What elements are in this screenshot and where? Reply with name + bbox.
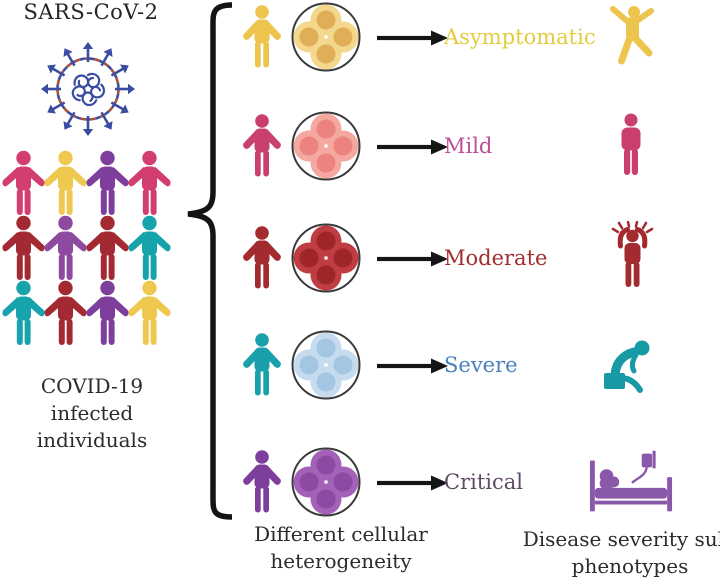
- severity-label: Asymptomatic: [444, 25, 596, 49]
- caption-cellular-heterogeneity: Different cellular heterogeneity: [254, 522, 428, 573]
- person-icon: [243, 5, 281, 68]
- arrow-icon: [377, 139, 448, 155]
- arrow-icon: [377, 475, 448, 491]
- coronavirus-icon: [26, 30, 150, 148]
- person-icon: [128, 280, 171, 345]
- person-icon: [243, 333, 281, 396]
- person-icon: [44, 280, 87, 345]
- person-headache-icon: [588, 206, 674, 310]
- cell-cluster-icon: [291, 223, 361, 293]
- crowd-caption: COVID-19 infected individuals: [36, 374, 148, 452]
- person-icon: [2, 215, 45, 280]
- person-sitting-fatigued-icon: [588, 313, 674, 417]
- crowd-row: [2, 215, 171, 280]
- cell-cluster-icon: [291, 111, 361, 181]
- arrow-icon: [377, 358, 448, 374]
- severity-label: Mild: [444, 134, 493, 158]
- severity-label: Moderate: [444, 246, 548, 270]
- person-standing-icon: [588, 94, 674, 198]
- person-icon: [86, 150, 129, 215]
- severity-row-critical: Critical: [238, 430, 720, 534]
- arrow-icon: [377, 30, 448, 46]
- arrow-icon: [377, 251, 448, 267]
- curly-brace: [176, 0, 238, 528]
- person-icon: [44, 150, 87, 215]
- cell-cluster-icon: [291, 330, 361, 400]
- person-icon: [128, 150, 171, 215]
- severity-label: Critical: [444, 470, 523, 494]
- person-icon: [44, 215, 87, 280]
- crowd-row: [2, 280, 171, 345]
- person-jumping-icon: [588, 0, 674, 89]
- person-icon: [243, 226, 281, 289]
- severity-row-moderate: Moderate: [238, 206, 720, 310]
- person-icon: [2, 280, 45, 345]
- person-icon: [2, 150, 45, 215]
- person-icon: [128, 215, 171, 280]
- cell-cluster-icon: [291, 2, 361, 72]
- severity-label: Severe: [444, 353, 518, 377]
- crowd-row: [2, 150, 171, 215]
- person-icon: [243, 114, 281, 177]
- severity-row-severe: Severe: [238, 313, 720, 417]
- virus-title: SARS-CoV-2: [23, 0, 159, 24]
- cell-cluster-icon: [291, 447, 361, 517]
- person-icon: [243, 450, 281, 513]
- severity-row-mild: Mild: [238, 94, 720, 198]
- person-icon: [86, 215, 129, 280]
- person-icon: [86, 280, 129, 345]
- patient-hospital-bed-icon: [588, 430, 674, 534]
- severity-row-asymptomatic: Asymptomatic: [238, 0, 720, 89]
- caption-disease-severity: Disease severity sub-phenotypes: [522, 527, 720, 578]
